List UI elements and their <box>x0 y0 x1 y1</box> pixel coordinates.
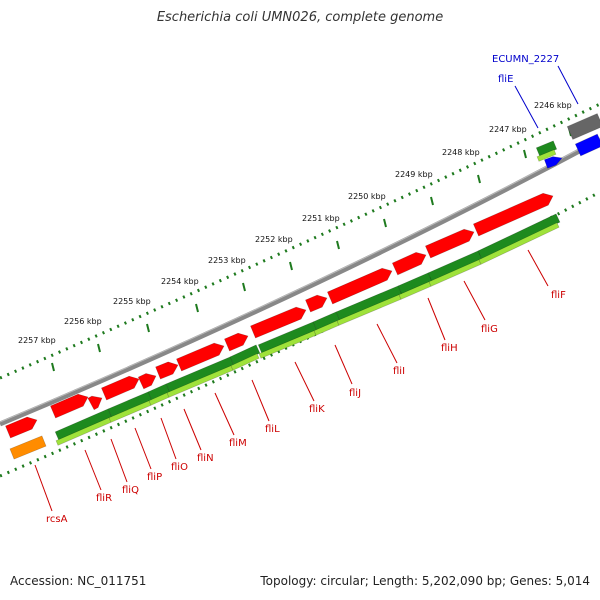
gene-label-flig[interactable]: fliG <box>481 324 498 335</box>
tick-mark <box>146 323 150 333</box>
forward-gene <box>155 361 179 380</box>
tick-label: 2252 kbp <box>255 235 293 244</box>
gene-label-flio[interactable]: fliO <box>171 462 188 473</box>
tick-mark <box>195 303 199 313</box>
reverse-gene-inner <box>55 417 112 446</box>
blue-feature <box>574 133 600 157</box>
forward-gene <box>425 228 475 259</box>
gene-label-flip[interactable]: fliP <box>147 472 162 483</box>
blue-feature-small <box>544 156 563 169</box>
tick-mark <box>51 362 55 372</box>
forward-gene <box>87 395 103 411</box>
gene-label-flif[interactable]: fliF <box>551 290 566 301</box>
tick-label: 2250 kbp <box>348 192 386 201</box>
tick-label: 2253 kbp <box>208 256 246 265</box>
forward-gene <box>137 373 157 390</box>
gene-connector <box>183 408 202 451</box>
gene-label-flim[interactable]: fliM <box>229 438 247 449</box>
reverse-gene-inner <box>313 320 340 336</box>
reverse-gene-inner <box>536 149 557 162</box>
gene-label-fliq[interactable]: fliQ <box>122 485 139 496</box>
forward-gene <box>305 294 328 313</box>
forward-gene <box>391 252 427 276</box>
gene-label-flii[interactable]: fliI <box>393 366 405 377</box>
forward-gene <box>5 416 38 439</box>
gene-label-flie[interactable]: fliE <box>498 74 513 85</box>
backbone <box>0 137 600 427</box>
gene-connector <box>557 65 579 105</box>
gene-connector <box>427 297 446 341</box>
tick-mark <box>242 282 246 292</box>
misc-feature <box>9 435 47 460</box>
forward-gene <box>176 342 225 372</box>
reverse-gene-inner <box>148 392 170 406</box>
gene-connector <box>160 417 177 460</box>
tick-mark <box>430 196 434 206</box>
tick-mark <box>523 149 527 159</box>
gene-connector <box>376 323 398 364</box>
tick-label: 2256 kbp <box>64 317 102 326</box>
tick-label: 2246 kbp <box>534 101 572 110</box>
tick-mark <box>97 343 101 353</box>
gene-connector <box>463 280 486 321</box>
gene-label-ecumn_2227[interactable]: ECUMN_2227 <box>492 54 559 65</box>
gene-label-flir[interactable]: fliR <box>96 493 112 504</box>
gray-feature <box>566 113 600 140</box>
tick-label: 2254 kbp <box>161 277 199 286</box>
gene-connector <box>214 392 235 436</box>
gene-connector <box>34 464 53 512</box>
topology-summary: Topology: circular; Length: 5,202,090 bp… <box>260 574 590 588</box>
feature-layer <box>5 113 600 460</box>
gene-connector <box>84 449 102 491</box>
tick-mark <box>383 218 387 228</box>
reverse-gene-inner <box>230 353 260 371</box>
tick-label: 2257 kbp <box>18 336 56 345</box>
gene-connector <box>110 438 128 483</box>
forward-gene <box>250 306 307 339</box>
tick-layer: 2246 kbp 2247 kbp 2248 kbp 2249 kbp 2250 kbp… <box>18 101 572 372</box>
reverse-gene-inner <box>478 222 560 265</box>
forward-gene <box>101 375 140 401</box>
forward-gene <box>472 192 554 237</box>
accession-text: Accession: NC_011751 <box>10 574 147 588</box>
tick-mark <box>289 261 293 271</box>
tick-label: 2251 kbp <box>302 214 340 223</box>
forward-gene <box>50 393 89 419</box>
gene-label-rcsa[interactable]: rcsA <box>46 514 68 525</box>
tick-label: 2249 kbp <box>395 170 433 179</box>
reverse-gene-inner <box>398 281 432 300</box>
outer-tick-ring <box>0 102 600 380</box>
tick-label: 2247 kbp <box>489 125 527 134</box>
map-title: Escherichia coli UMN026, complete genome <box>156 10 444 25</box>
tick-mark <box>336 240 340 250</box>
tick-label: 2248 kbp <box>442 148 480 157</box>
gene-label-flin[interactable]: fliN <box>197 453 214 464</box>
gene-label-flil[interactable]: fliL <box>265 424 280 435</box>
tick-mark <box>477 174 481 184</box>
forward-gene <box>327 267 393 305</box>
gene-connector <box>251 379 270 422</box>
tick-label: 2255 kbp <box>113 297 151 306</box>
gene-label-flij[interactable]: fliJ <box>349 388 361 399</box>
forward-gene <box>224 332 249 352</box>
gene-connector <box>294 361 315 402</box>
gene-connector <box>527 249 549 287</box>
gene-label-layer: ECUMN_2227 fliE fliF fliG fliH fliI fliJ fliK fl… <box>34 54 579 525</box>
gene-connector <box>514 85 539 129</box>
gene-connector <box>134 427 152 470</box>
gene-label-flih[interactable]: fliH <box>441 343 458 354</box>
gene-label-flik[interactable]: fliK <box>309 404 325 415</box>
gene-connector <box>334 344 353 385</box>
